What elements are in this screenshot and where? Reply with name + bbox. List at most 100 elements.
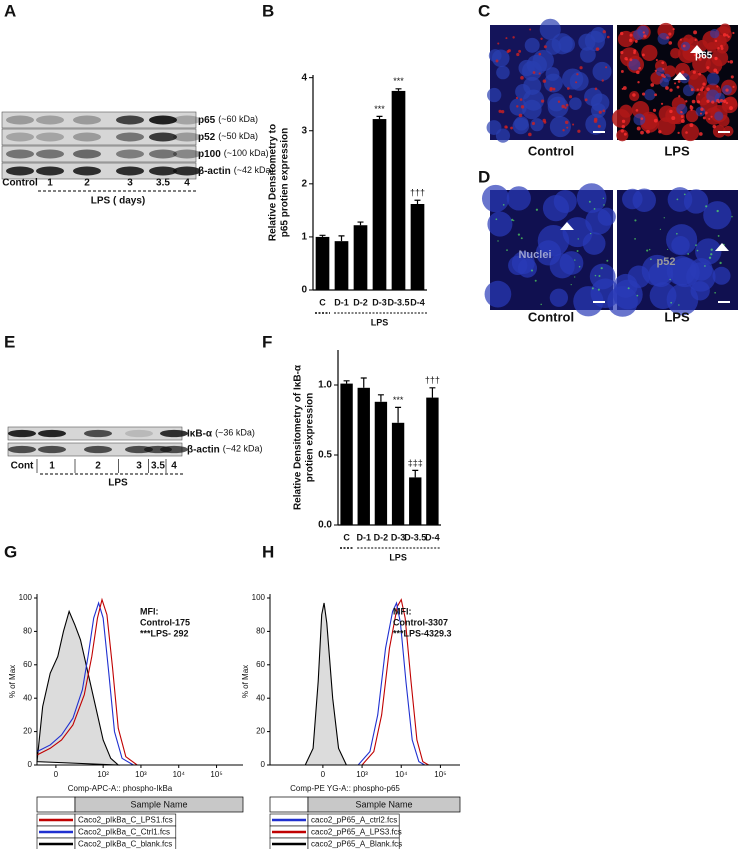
cell <box>698 72 702 76</box>
x-tick-label: 10⁴ <box>173 770 186 779</box>
cell <box>559 251 584 275</box>
cell <box>717 234 720 237</box>
blot-band <box>125 429 153 438</box>
cell <box>709 28 720 39</box>
cell <box>646 249 649 252</box>
cell <box>716 71 719 75</box>
panel-label: C <box>478 1 490 20</box>
cell <box>601 79 604 82</box>
cell <box>505 37 508 40</box>
cell <box>693 53 697 57</box>
cell <box>681 70 685 74</box>
mfi-label: MFI: <box>140 606 159 616</box>
cell <box>582 232 606 255</box>
cell <box>620 31 624 36</box>
cell <box>653 118 658 123</box>
blot-band <box>84 445 112 454</box>
cell <box>700 107 704 111</box>
error-bar <box>360 377 367 388</box>
band-size: (~60 kDa) <box>218 114 258 124</box>
blot-band <box>6 149 34 159</box>
cell <box>711 100 715 104</box>
band-size: (~42 kDa) <box>223 444 263 454</box>
band-size: (~50 kDa) <box>218 131 258 141</box>
blot-band <box>38 445 66 454</box>
cell <box>725 88 729 92</box>
cell <box>497 42 500 45</box>
bar <box>409 477 422 525</box>
cell <box>714 291 716 294</box>
cell <box>577 238 579 240</box>
significance-label: *** <box>393 76 404 86</box>
cell <box>570 284 572 286</box>
bar <box>357 387 370 525</box>
cell <box>549 88 553 92</box>
cell <box>495 218 498 221</box>
cell <box>513 220 515 222</box>
cell <box>672 27 675 31</box>
cell <box>612 279 643 310</box>
cell <box>665 86 669 90</box>
cell <box>542 195 570 222</box>
cell <box>714 56 718 61</box>
micrograph-text: p52 <box>657 256 676 268</box>
cell <box>597 124 601 128</box>
bar <box>340 383 353 525</box>
group-label: LPS <box>371 317 389 327</box>
cell <box>520 76 524 80</box>
lane-label: 3 <box>127 178 133 189</box>
group-label: LPS <box>389 552 407 562</box>
cell <box>642 31 645 34</box>
cell <box>540 99 545 103</box>
cell <box>724 96 738 110</box>
x-tick-label: 10³ <box>356 770 368 779</box>
cell <box>535 208 539 211</box>
cell <box>722 99 727 103</box>
legend-label: Caco2_pIkBa_C_blank.fcs <box>78 840 172 849</box>
legend-label: caco2_pP65_A_ctrl2.fcs <box>311 816 397 825</box>
cell <box>593 117 598 122</box>
cell <box>574 276 576 278</box>
cell <box>585 113 607 135</box>
lane-label: 3.5 <box>156 178 170 189</box>
cell <box>506 50 510 53</box>
y-tick-label: 0.5 <box>318 450 332 461</box>
cell <box>698 57 702 61</box>
y-tick-label: 2 <box>301 178 307 189</box>
cell <box>698 132 703 136</box>
blot-band <box>173 132 201 142</box>
cell <box>710 115 713 118</box>
lane-label: Cont <box>11 461 34 472</box>
cell <box>629 58 633 62</box>
lane-label: 2 <box>84 178 90 189</box>
cell <box>530 269 534 272</box>
cell <box>629 33 633 37</box>
cell <box>584 98 588 102</box>
cell <box>624 56 628 61</box>
cell <box>719 98 724 103</box>
y-tick-label: 40 <box>256 693 265 702</box>
cell <box>666 283 699 316</box>
cell <box>670 257 700 288</box>
error-bar <box>377 394 384 402</box>
cell <box>524 37 540 53</box>
cell <box>635 109 639 112</box>
cell <box>717 47 720 50</box>
cell <box>719 261 722 265</box>
cell <box>714 111 724 121</box>
band-name: p65 <box>198 115 216 126</box>
error-bar <box>395 88 402 91</box>
cell <box>496 65 510 80</box>
cell <box>702 116 706 120</box>
cell <box>591 287 594 290</box>
cell <box>501 110 505 114</box>
blot-band <box>173 166 201 176</box>
cell <box>654 93 658 97</box>
cell <box>516 105 519 108</box>
cell <box>710 248 713 251</box>
micrograph-label: Control <box>528 143 574 158</box>
cell <box>569 97 582 110</box>
cell <box>484 280 512 308</box>
significance-label: *** <box>374 104 385 114</box>
cell <box>506 186 531 211</box>
